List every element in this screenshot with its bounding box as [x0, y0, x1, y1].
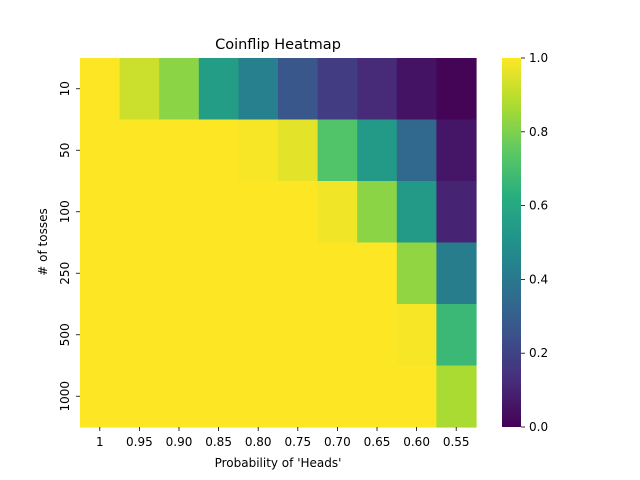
heatmap-cell [80, 304, 121, 367]
heatmap-cell [198, 365, 239, 428]
x-tick-label: 0.85 [205, 435, 232, 449]
heatmap-cell [278, 242, 319, 305]
colorbar-tick-label: 0.4 [529, 272, 548, 286]
y-tick-label: 500 [58, 323, 72, 346]
heatmap-cell [357, 181, 398, 244]
x-axis-label: Probability of 'Heads' [215, 456, 342, 470]
colorbar-ticks: 0.0 0.2 0.4 0.6 0.8 1.0 [521, 51, 548, 434]
heatmap-cell [119, 242, 160, 305]
y-tick-label: 1000 [58, 381, 72, 412]
heatmap-cell [278, 119, 319, 182]
heatmap-cell [436, 365, 477, 428]
heatmap-cell [80, 181, 121, 244]
colorbar [502, 58, 521, 427]
x-tick-label: 0.75 [284, 435, 311, 449]
heatmap-cell [119, 365, 160, 428]
heatmap-cells [80, 58, 477, 428]
heatmap-cell [357, 119, 398, 182]
heatmap-cell [278, 58, 319, 121]
heatmap-cell [159, 181, 200, 244]
heatmap-cell [159, 365, 200, 428]
colorbar-tick-label: 0.2 [529, 346, 548, 360]
heatmap-cell [278, 181, 319, 244]
x-tick-label: 0.80 [245, 435, 272, 449]
heatmap-cell [80, 119, 121, 182]
heatmap-cell [238, 242, 279, 305]
heatmap-cell [396, 181, 437, 244]
heatmap-cell [119, 119, 160, 182]
y-tick-label: 50 [58, 143, 72, 158]
heatmap-cell [436, 304, 477, 367]
heatmap-cell [119, 304, 160, 367]
heatmap-cell [198, 304, 239, 367]
heatmap-cell [238, 304, 279, 367]
heatmap-cell [396, 365, 437, 428]
heatmap-cell [119, 58, 160, 121]
heatmap-cell [436, 181, 477, 244]
heatmap-cell [238, 181, 279, 244]
heatmap-cell [198, 181, 239, 244]
colorbar-tick-label: 0.0 [529, 420, 548, 434]
heatmap-cell [238, 365, 279, 428]
heatmap-cell [357, 242, 398, 305]
heatmap-cell [159, 119, 200, 182]
heatmap-cell [278, 365, 319, 428]
heatmap-cell [317, 304, 358, 367]
heatmap-cell [198, 119, 239, 182]
x-tick-label: 0.70 [324, 435, 351, 449]
heatmap-cell [317, 58, 358, 121]
heatmap-cell [436, 242, 477, 305]
heatmap-cell [436, 119, 477, 182]
heatmap-cell [436, 58, 477, 121]
colorbar-tick-label: 0.6 [529, 199, 548, 213]
x-axis-ticks: 1 0.95 0.90 0.85 0.80 0.75 0.70 0.65 0.60 0.55 [96, 427, 470, 449]
x-tick-label: 0.55 [443, 435, 470, 449]
heatmap-cell [317, 181, 358, 244]
x-tick-label: 0.90 [166, 435, 193, 449]
heatmap-cell [238, 119, 279, 182]
heatmap-cell [80, 242, 121, 305]
heatmap-cell [357, 304, 398, 367]
chart-title: Coinflip Heatmap [215, 37, 341, 53]
heatmap-cell [159, 242, 200, 305]
colorbar-tick-label: 1.0 [529, 51, 548, 65]
heatmap-cell [80, 365, 121, 428]
x-tick-label: 0.60 [403, 435, 430, 449]
x-tick-label: 0.65 [364, 435, 391, 449]
heatmap-cell [396, 58, 437, 121]
heatmap-cell [357, 365, 398, 428]
heatmap-cell [396, 242, 437, 305]
y-tick-label: 250 [58, 262, 72, 285]
heatmap-cell [396, 119, 437, 182]
heatmap-cell [317, 242, 358, 305]
y-axis-label: # of tosses [36, 208, 50, 275]
y-axis-ticks: 10 50 100 250 500 1000 [58, 81, 80, 412]
y-tick-label: 10 [58, 81, 72, 96]
heatmap-cell [396, 304, 437, 367]
x-tick-label: 0.95 [126, 435, 153, 449]
heatmap-cell [198, 242, 239, 305]
heatmap-cell [80, 58, 121, 121]
heatmap-cell [317, 365, 358, 428]
colorbar-tick-label: 0.8 [529, 125, 548, 139]
heatmap-cell [119, 181, 160, 244]
heatmap-cell [159, 58, 200, 121]
heatmap-cell [198, 58, 239, 121]
heatmap-cell [317, 119, 358, 182]
y-tick-label: 100 [58, 200, 72, 223]
heatmap-cell [357, 58, 398, 121]
heatmap-cell [159, 304, 200, 367]
heatmap-cell [238, 58, 279, 121]
heatmap-cell [278, 304, 319, 367]
x-tick-label: 1 [96, 435, 104, 449]
